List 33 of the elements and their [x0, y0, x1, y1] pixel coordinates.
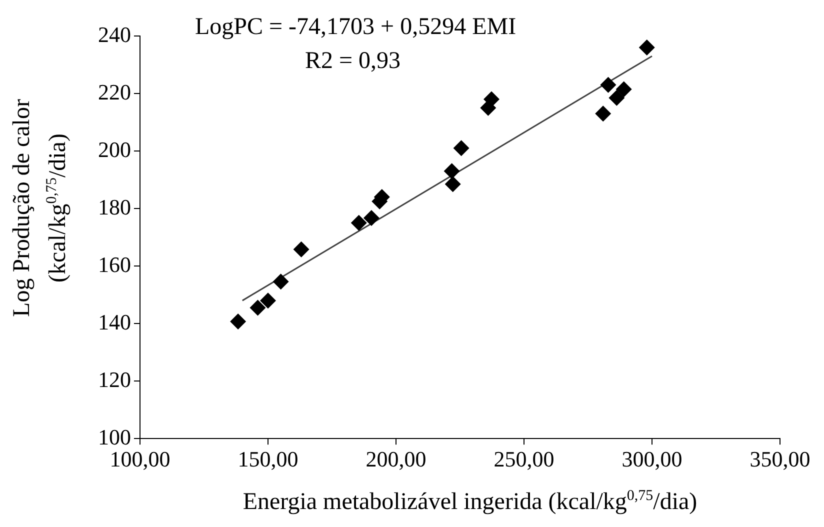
point	[230, 314, 246, 330]
y-tick-label: 120	[98, 366, 131, 392]
point	[444, 176, 461, 192]
point	[363, 210, 380, 226]
y-tick-label: 140	[98, 309, 131, 334]
point	[444, 163, 460, 180]
x-tick-label: 100,00	[110, 446, 170, 472]
point	[453, 140, 470, 156]
x-axis-title: Energia metabolizável ingerida (kcal/kg$^{0,75}$/dia)	[242, 488, 698, 516]
x-tick-label: 350,00	[750, 446, 810, 472]
x-tick-label: 200,00	[366, 446, 426, 472]
y-tick-label: 180	[98, 194, 131, 220]
x-tick-label: 150,00	[238, 446, 298, 472]
point	[608, 90, 625, 106]
y-tick-label: 100	[98, 424, 131, 450]
point	[616, 81, 632, 98]
point	[638, 40, 655, 56]
annotation: R2 = 0,93	[305, 48, 401, 75]
point	[260, 292, 276, 309]
y-tick-label: 240	[98, 22, 131, 47]
point	[483, 91, 500, 108]
point	[350, 214, 367, 231]
point	[272, 274, 289, 290]
x-tick-label: 300,00	[622, 446, 682, 472]
annotation: LogPC = -74,1703 + 0,5294 EMI	[195, 14, 516, 41]
y-tick-label: 200	[98, 136, 131, 162]
y-tick-label: 220	[98, 79, 131, 104]
point	[250, 300, 266, 316]
point	[595, 106, 612, 122]
x-tick-label: 250,00	[494, 446, 554, 472]
point	[600, 76, 616, 93]
point	[293, 241, 310, 258]
y-tick-label: 160	[98, 252, 131, 277]
